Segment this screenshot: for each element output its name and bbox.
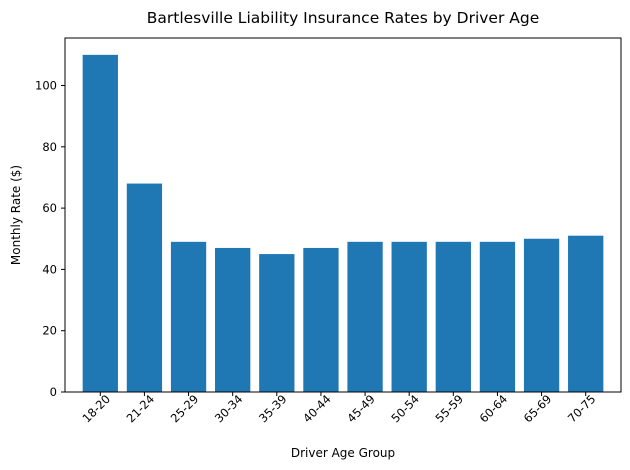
bar-50-54 [391,241,427,392]
bars-group [82,54,604,393]
bar-55-59 [435,241,471,392]
plot-frame [64,37,622,393]
x-tick-label: 55-59 [433,392,467,426]
y-axis: 0 20 40 60 80 100 [35,79,65,399]
y-tick-label: 20 [42,324,57,338]
bar-18-20 [82,54,118,393]
x-tick-label: 50-54 [388,392,422,426]
bar-45-49 [347,241,383,392]
y-tick-label: 40 [42,262,57,276]
bar-35-39 [259,254,295,392]
x-tick-label: 65-69 [521,392,555,426]
bar-65-69 [523,238,560,392]
y-tick-label: 100 [35,79,57,93]
y-tick-label: 80 [42,140,57,154]
x-tick-label: 35-39 [256,392,290,426]
bar-21-24 [126,183,163,392]
y-axis-label: Monthly Rate ($) [9,165,23,265]
y-tick-label: 60 [42,201,57,215]
bar-30-34 [215,247,251,392]
bar-40-44 [303,247,339,392]
bar-70-75 [568,235,604,392]
x-tick-label: 70-75 [565,392,599,426]
x-tick-label: 21-24 [124,392,158,426]
bar-25-29 [170,241,207,392]
x-tick-label: 40-44 [300,392,334,426]
x-axis: 18-20 21-24 25-29 30-34 35-39 40-44 45-49 50-54… [79,392,598,426]
x-tick-label: 18-20 [79,392,113,426]
chart-title: Bartlesville Liability Insurance Rates b… [147,9,540,27]
x-tick-label: 25-29 [168,392,202,426]
x-tick-label: 60-64 [477,392,511,426]
x-tick-label: 45-49 [344,392,378,426]
x-tick-label: 30-34 [212,392,246,426]
x-axis-label: Driver Age Group [291,446,395,460]
bar-60-64 [479,241,516,392]
y-tick-label: 0 [50,385,57,399]
